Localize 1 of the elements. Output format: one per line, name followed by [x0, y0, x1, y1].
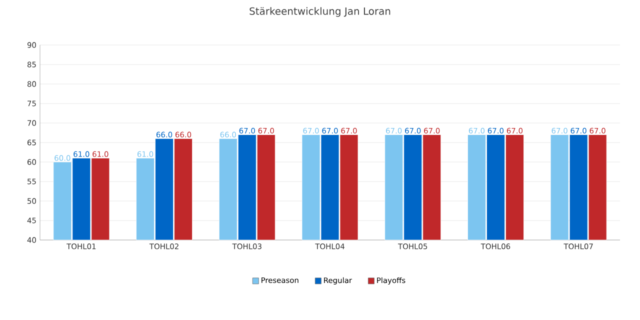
chart-title: Stärkeentwicklung Jan Loran [250, 7, 390, 17]
